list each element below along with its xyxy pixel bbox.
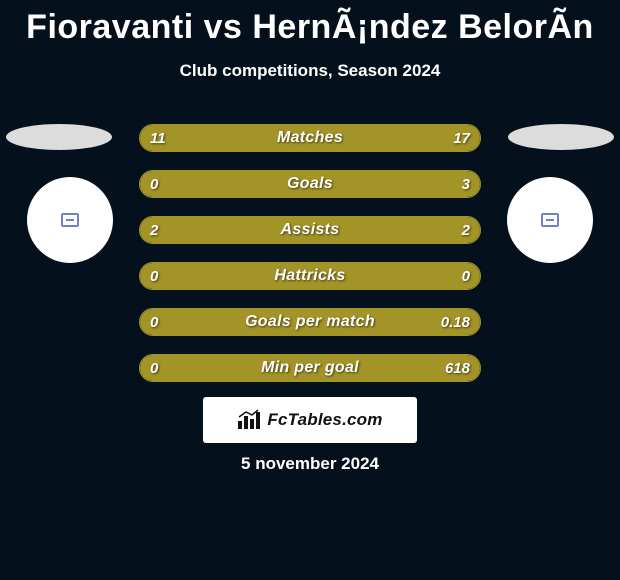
stat-row: 03Goals bbox=[139, 170, 481, 198]
player-right-ellipse bbox=[508, 124, 614, 150]
brand-badge: FcTables.com bbox=[203, 397, 417, 443]
stat-label: Matches bbox=[140, 125, 480, 151]
stat-row: 1117Matches bbox=[139, 124, 481, 152]
player-left-ellipse bbox=[6, 124, 112, 150]
stats-chart: 1117Matches 03Goals 22Assists 00Hattricks 00… bbox=[139, 124, 481, 400]
player-left-avatar bbox=[27, 177, 113, 263]
stat-row: 00Hattricks bbox=[139, 262, 481, 290]
date-label: 5 november 2024 bbox=[0, 454, 620, 474]
stat-label: Goals per match bbox=[140, 309, 480, 335]
placeholder-icon bbox=[61, 213, 79, 227]
stat-label: Goals bbox=[140, 171, 480, 197]
stat-label: Hattricks bbox=[140, 263, 480, 289]
player-right-avatar bbox=[507, 177, 593, 263]
placeholder-icon bbox=[541, 213, 559, 227]
subtitle: Club competitions, Season 2024 bbox=[0, 61, 620, 81]
stat-row: 0618Min per goal bbox=[139, 354, 481, 382]
page-title: Fioravanti vs HernÃ¡ndez BelorÃ­n bbox=[0, 0, 620, 47]
stat-row: 00.18Goals per match bbox=[139, 308, 481, 336]
stat-row: 22Assists bbox=[139, 216, 481, 244]
brand-text: FcTables.com bbox=[267, 410, 382, 430]
stat-label: Min per goal bbox=[140, 355, 480, 381]
stat-label: Assists bbox=[140, 217, 480, 243]
chart-icon bbox=[237, 409, 261, 431]
